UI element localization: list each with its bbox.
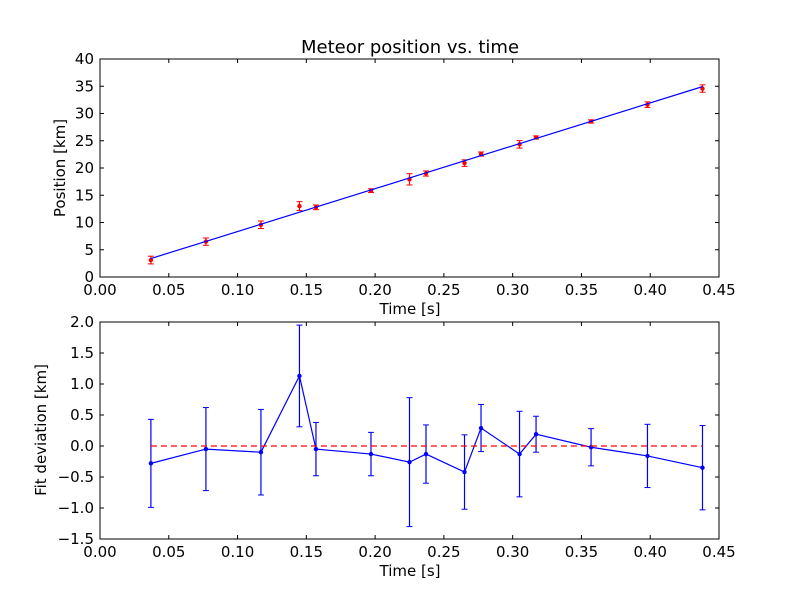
x-tick-label: 0.45 [702,281,735,299]
data-point [297,373,302,379]
data-point [203,446,209,452]
axes-frame [99,58,720,278]
x-tick-label: 0.30 [496,281,529,299]
x-tick-label: 0.20 [358,281,391,299]
y-tick-label: 35 [75,77,94,95]
y-tick-label: 0 [84,268,94,286]
y-tick-label: 15 [75,186,94,204]
data-point [517,451,522,457]
data-point [368,451,374,457]
data-point [462,160,467,166]
y-tick-label: 40 [75,50,94,68]
y-tick-label: 5 [84,241,94,259]
y-tick-label: 25 [75,132,94,150]
data-point [313,446,319,452]
data-point [462,469,467,475]
y-tick-label: 2.0 [70,313,94,331]
x-tick-label: 0.05 [152,543,185,561]
bottom-x-axis-label: Time [s] [379,562,441,580]
y-tick-label: 1.5 [70,344,94,362]
x-tick-label: 0.20 [358,543,391,561]
y-tick-label: 1.0 [70,375,94,393]
data-point [148,461,154,466]
top-axes: 0.00 0.05 0.10 0.15 0.20 0.25 0.30 0.35 0.40 0.45… [75,50,736,299]
x-tick-label: 0.15 [290,281,323,299]
x-tick-label: 0.00 [83,281,116,299]
x-tick-label: 0.15 [290,543,323,561]
x-tick-label: 0.45 [702,543,735,561]
x-tick-label: 0.10 [221,543,254,561]
data-point [478,425,484,431]
data-point [407,459,412,465]
y-tick-label: 20 [75,159,94,177]
y-tick-label: −0.5 [58,468,94,486]
x-tick-label: 0.25 [427,543,460,561]
y-tick-label: 10 [75,214,94,232]
x-tick-label: 0.40 [634,281,667,299]
x-tick-label: 0.40 [634,543,667,561]
chart-title: Meteor position vs. time [301,37,519,58]
y-tick-label: 0.0 [70,437,94,455]
top-x-axis-label: Time [s] [379,300,441,318]
data-point [533,432,539,437]
x-tick-label: 0.30 [496,543,529,561]
x-tick-label: 0.05 [152,281,185,299]
x-tick-label: 0.35 [565,281,598,299]
y-tick-label: 30 [75,105,94,123]
y-tick-label: −1.5 [58,530,94,548]
bottom-axes: 0.00 0.05 0.10 0.15 0.20 0.25 0.30 0.35 0.40 0.45… [58,313,736,561]
top-y-axis-label: Position [km] [51,119,69,217]
data-point [297,203,302,209]
series-line [150,86,703,260]
data-point [148,257,154,263]
y-tick-label: 0.5 [70,406,94,424]
bottom-y-axis-label: Fit deviation [km] [32,364,50,496]
data-point [423,451,429,457]
x-tick-label: 0.10 [221,281,254,299]
data-point [645,453,650,459]
data-point [700,465,705,470]
x-tick-label: 0.25 [427,281,460,299]
y-tick-label: −1.0 [58,499,94,517]
data-point [258,450,264,455]
x-tick-label: 0.00 [83,543,116,561]
x-tick-label: 0.35 [565,543,598,561]
